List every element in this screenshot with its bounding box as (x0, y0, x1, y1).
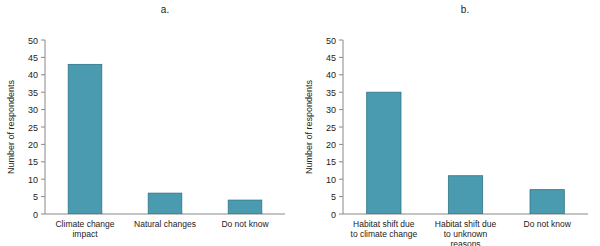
y-tick-label: 45 (28, 53, 38, 63)
bar (530, 190, 564, 214)
x-tick-label: Habitat shift dueto climate change (351, 219, 418, 239)
label-line: reasons (450, 239, 480, 246)
y-tick (41, 92, 45, 93)
y-tick-label: 10 (326, 175, 336, 185)
y-tick (41, 196, 45, 197)
y-tick-label: 20 (28, 140, 38, 150)
y-tick (41, 127, 45, 128)
chart-panel: b. Number of respondents 0 5 10 15 20 25 30 35 40 4… (304, 4, 588, 246)
title: a. (161, 4, 169, 15)
y-tick-label: 50 (326, 36, 336, 46)
y-tick (41, 57, 45, 58)
y-tick-label: 35 (28, 88, 38, 98)
y-tick-label: 25 (326, 123, 336, 133)
x-tick-label: Do not know (221, 219, 269, 229)
label-line: Do not know (524, 219, 572, 229)
y-axis (343, 40, 344, 214)
bar (448, 176, 482, 214)
y-tick (339, 127, 343, 128)
y-tick (339, 214, 343, 215)
chart-panel: a. Number of respondents 0 5 10 15 20 25 30 35 40 4… (6, 4, 285, 239)
y-tick (41, 144, 45, 145)
y-tick (339, 57, 343, 58)
y-tick (339, 196, 343, 197)
y-tick-label: 0 (331, 210, 336, 220)
y-tick-label: 25 (28, 123, 38, 133)
y-tick (41, 214, 45, 215)
y-tick-label: 5 (331, 192, 336, 202)
bars (68, 64, 262, 214)
x-tick-label: Natural changes (134, 219, 196, 229)
y-tick (339, 40, 343, 41)
y-tick-label: 15 (28, 157, 38, 167)
label-line: Habitat shift due (435, 219, 497, 229)
y-axis-label: Number of respondents (6, 79, 16, 174)
y-tick (41, 179, 45, 180)
label-line: Habitat shift due (353, 219, 415, 229)
y-axis-label: Number of respondents (304, 79, 314, 174)
y-tick-label: 45 (326, 53, 336, 63)
y-tick (339, 144, 343, 145)
y-tick-label: 40 (326, 70, 336, 80)
bar (367, 92, 401, 214)
y-tick-label: 20 (326, 140, 336, 150)
x-tick-label: Do not know (524, 219, 572, 229)
x-tick-label: Climate changeimpact (55, 219, 114, 239)
bar (148, 193, 182, 214)
title: b. (461, 4, 469, 15)
y-axis (45, 40, 46, 214)
y-tick (339, 109, 343, 110)
bar (228, 200, 262, 214)
y-tick-label: 5 (33, 192, 38, 202)
y-tick (41, 109, 45, 110)
y-tick (339, 74, 343, 75)
y-tick-label: 0 (33, 210, 38, 220)
y-tick (339, 161, 343, 162)
label-line: to climate change (351, 229, 418, 239)
y-tick-label: 10 (28, 175, 38, 185)
y-tick (339, 92, 343, 93)
bar (68, 64, 102, 214)
label-line: impact (72, 229, 98, 239)
y-tick (41, 40, 45, 41)
y-tick-label: 30 (28, 105, 38, 115)
label-line: Natural changes (134, 219, 196, 229)
y-tick (41, 161, 45, 162)
label-line: Climate change (55, 219, 114, 229)
label-line: Do not know (221, 219, 269, 229)
y-tick (339, 179, 343, 180)
x-tick-label: Habitat shift dueto unknownreasons (435, 219, 497, 246)
label-line: to unknown (444, 229, 488, 239)
y-tick-label: 35 (326, 88, 336, 98)
y-tick (41, 74, 45, 75)
figure: a. Number of respondents 0 5 10 15 20 25 30 35 40 4… (0, 0, 600, 246)
y-tick-label: 15 (326, 157, 336, 167)
bars (367, 92, 565, 214)
y-tick-label: 40 (28, 70, 38, 80)
y-tick-label: 50 (28, 36, 38, 46)
y-tick-label: 30 (326, 105, 336, 115)
